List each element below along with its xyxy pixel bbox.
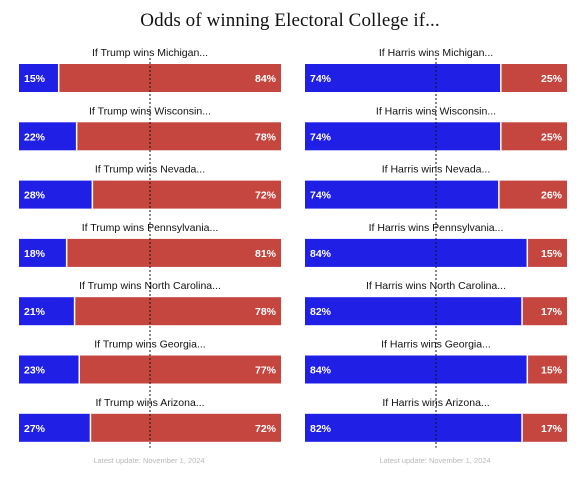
left-bar-rep	[90, 413, 281, 442]
right-rep-value-label: 25%	[541, 73, 563, 85]
left-bar-divider	[65, 238, 68, 267]
left-dem-value-label: 22%	[24, 131, 46, 143]
left-bar-divider	[91, 180, 94, 209]
left-dem-value-label: 18%	[24, 248, 46, 260]
right-dem-value-label: 74%	[310, 131, 332, 143]
left-bar-dem	[19, 413, 91, 442]
left-category-label: If Trump wins Nevada...	[95, 164, 205, 176]
left-bar-divider	[78, 355, 81, 384]
left-bar-dem	[19, 297, 75, 326]
left-dem-value-label: 27%	[24, 423, 46, 435]
left-rep-value-label: 72%	[255, 190, 277, 202]
chart-title: Odds of winning Electoral College if...	[140, 10, 440, 31]
right-bar-divider	[498, 180, 500, 209]
left-bar-divider	[73, 297, 76, 326]
left-bar-divider	[75, 122, 78, 151]
right-rep-value-label: 25%	[541, 131, 563, 143]
right-bar-rep	[500, 122, 567, 151]
right-category-label: If Harris wins Georgia...	[381, 339, 491, 351]
right-bar-dem	[305, 122, 501, 151]
right-category-label: If Harris wins Nevada...	[382, 164, 491, 176]
left-rep-value-label: 72%	[255, 423, 277, 435]
right-dem-value-label: 74%	[310, 73, 332, 85]
right-rep-value-label: 26%	[541, 190, 563, 202]
right-rep-value-label: 17%	[541, 306, 563, 318]
right-bar-rep	[522, 413, 567, 442]
right-bar-dem	[305, 238, 528, 267]
left-category-label: If Trump wins Georgia...	[94, 339, 205, 351]
left-dem-value-label: 21%	[24, 306, 46, 318]
left-dem-value-label: 15%	[24, 73, 46, 85]
left-bar-rep	[76, 122, 281, 151]
right-bar-divider	[526, 238, 529, 267]
right-dem-value-label: 84%	[310, 365, 332, 377]
left-bar-rep	[79, 355, 281, 384]
left-bar-rep	[58, 64, 282, 92]
left-bar-rep	[66, 238, 282, 267]
right-dem-value-label: 84%	[310, 248, 332, 260]
right-bar-dem	[305, 413, 523, 442]
left-bar-dem	[19, 238, 67, 267]
right-bar-rep	[522, 297, 567, 326]
right-bar-rep	[498, 180, 567, 209]
left-bar-dem	[19, 64, 59, 92]
right-category-label: If Harris wins Michigan...	[379, 47, 493, 59]
right-bar-rep	[527, 238, 567, 267]
right-bar-dem	[305, 64, 501, 92]
right-dem-value-label: 74%	[310, 190, 332, 202]
right-bar-divider	[521, 413, 523, 442]
left-rep-value-label: 78%	[255, 131, 277, 143]
right-dem-value-label: 82%	[310, 423, 332, 435]
left-bar-dem	[19, 180, 93, 209]
left-bar-divider	[57, 64, 60, 92]
left-dem-value-label: 23%	[24, 365, 46, 377]
right-bar-divider	[500, 122, 502, 151]
right-dem-value-label: 82%	[310, 306, 332, 318]
left-bar-dem	[19, 355, 80, 384]
left-rep-value-label: 78%	[255, 306, 277, 318]
right-bar-dem	[305, 180, 499, 209]
left-bar-rep	[74, 297, 281, 326]
footer-right-latest-update: Latest update: November 1, 2024	[379, 456, 491, 465]
right-bar-rep	[527, 355, 567, 384]
right-bar-divider	[500, 64, 502, 92]
right-rep-value-label: 15%	[541, 248, 563, 260]
left-rep-value-label: 77%	[255, 365, 277, 377]
left-bar-rep	[92, 180, 281, 209]
left-rep-value-label: 84%	[255, 73, 277, 85]
right-bar-divider	[521, 297, 523, 326]
left-bar-divider	[89, 413, 92, 442]
right-bar-dem	[305, 297, 523, 326]
right-bar-rep	[500, 64, 567, 92]
left-dem-value-label: 28%	[24, 190, 46, 202]
left-category-label: If Trump wins Michigan...	[92, 47, 208, 59]
left-bar-dem	[19, 122, 77, 151]
right-rep-value-label: 17%	[541, 423, 563, 435]
right-bar-divider	[526, 355, 529, 384]
left-rep-value-label: 81%	[255, 248, 277, 260]
right-rep-value-label: 15%	[541, 365, 563, 377]
right-bar-dem	[305, 355, 528, 384]
footer-left-latest-update: Latest update: November 1, 2024	[93, 456, 205, 465]
